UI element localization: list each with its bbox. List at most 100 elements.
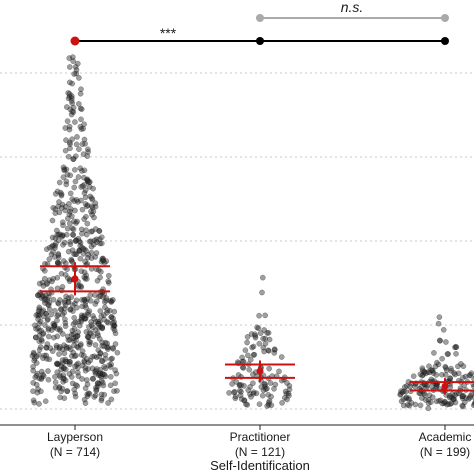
data-point xyxy=(64,225,71,232)
data-point xyxy=(109,355,115,362)
data-point xyxy=(285,390,292,397)
sig-label-ns: n.s. xyxy=(341,0,364,15)
data-point xyxy=(32,374,39,381)
data-point xyxy=(50,275,57,282)
data-point xyxy=(111,308,118,315)
data-point xyxy=(408,399,415,406)
data-point xyxy=(61,395,68,402)
data-point xyxy=(108,396,115,403)
data-point xyxy=(104,344,110,351)
data-point xyxy=(112,367,118,373)
data-point xyxy=(238,382,244,388)
data-point xyxy=(407,383,413,390)
data-point xyxy=(66,123,73,130)
data-point xyxy=(243,401,249,408)
data-point xyxy=(72,207,78,214)
data-point xyxy=(54,369,61,376)
data-point xyxy=(98,395,105,402)
data-point xyxy=(63,181,70,188)
data-point xyxy=(70,58,76,64)
data-point xyxy=(64,104,70,110)
data-point xyxy=(250,380,256,387)
data-point xyxy=(67,141,73,147)
data-point xyxy=(81,269,88,276)
data-point xyxy=(70,54,76,60)
mean-marker-2 xyxy=(441,382,449,390)
data-point xyxy=(70,156,76,162)
data-point xyxy=(419,395,425,401)
data-point xyxy=(87,297,94,304)
data-point xyxy=(57,394,63,401)
data-point xyxy=(47,345,54,351)
data-point xyxy=(465,396,472,402)
data-point xyxy=(75,365,81,371)
data-point xyxy=(85,390,92,397)
data-point xyxy=(97,308,104,314)
data-point xyxy=(37,291,43,298)
data-point xyxy=(97,293,104,299)
data-point xyxy=(431,350,437,356)
data-point xyxy=(46,256,53,262)
data-point xyxy=(242,347,249,354)
data-point xyxy=(264,330,271,336)
data-point xyxy=(89,196,96,203)
data-point xyxy=(66,91,73,97)
data-point xyxy=(256,401,263,408)
data-point xyxy=(54,313,60,319)
x-tick-count-academic: (N = 199) xyxy=(420,445,470,459)
data-point xyxy=(66,371,73,377)
data-point xyxy=(83,231,90,238)
data-point xyxy=(73,237,79,244)
data-point xyxy=(83,329,90,335)
data-point xyxy=(71,342,77,349)
data-point xyxy=(260,335,266,342)
data-point xyxy=(250,343,257,350)
data-point xyxy=(68,256,74,263)
data-point xyxy=(82,400,89,407)
data-point xyxy=(59,233,65,240)
data-point xyxy=(89,228,95,234)
data-point xyxy=(226,390,232,396)
data-point xyxy=(57,374,64,380)
data-point xyxy=(71,71,77,77)
data-point xyxy=(30,363,36,370)
data-point xyxy=(45,316,51,322)
data-point xyxy=(69,108,76,115)
data-point xyxy=(79,141,86,147)
sig-label-main: *** xyxy=(160,25,177,41)
data-point xyxy=(69,327,76,334)
data-point xyxy=(81,297,87,303)
data-point xyxy=(72,353,78,360)
data-point xyxy=(102,365,109,372)
data-point xyxy=(45,301,51,308)
data-point xyxy=(45,376,52,383)
data-point xyxy=(98,373,104,380)
data-point xyxy=(41,352,48,359)
data-point xyxy=(96,353,103,360)
data-point xyxy=(74,332,81,339)
data-point xyxy=(87,179,93,185)
data-point xyxy=(33,381,40,388)
data-point xyxy=(61,309,67,316)
data-point xyxy=(66,126,73,133)
data-point xyxy=(86,238,93,245)
data-point xyxy=(89,195,95,201)
data-point xyxy=(91,353,98,360)
data-point xyxy=(77,342,84,349)
data-point xyxy=(76,146,82,152)
data-point xyxy=(72,363,78,370)
data-point xyxy=(98,391,105,398)
data-point xyxy=(88,243,95,250)
data-point xyxy=(428,383,435,390)
data-point xyxy=(71,184,77,191)
data-point xyxy=(66,55,73,61)
data-point xyxy=(40,355,46,361)
data-point xyxy=(45,294,52,300)
data-point xyxy=(71,314,77,321)
data-point xyxy=(60,174,67,180)
data-point xyxy=(79,206,86,213)
data-point xyxy=(91,214,97,221)
data-point xyxy=(82,298,89,305)
data-point xyxy=(78,86,84,92)
data-point xyxy=(52,235,59,241)
